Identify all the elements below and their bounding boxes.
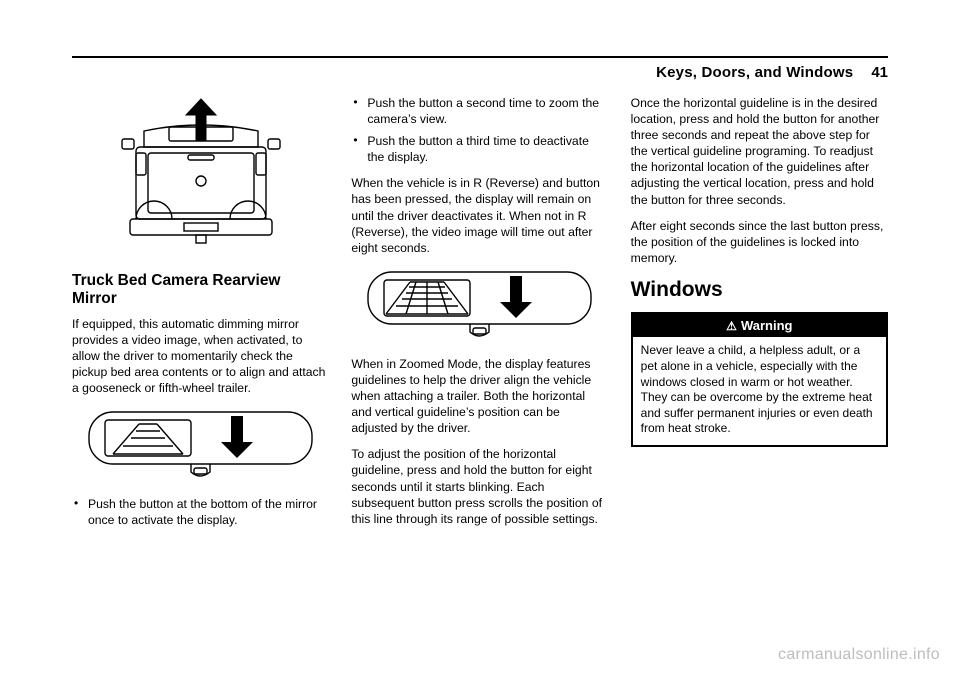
- paragraph: Once the horizontal guideline is in the …: [631, 95, 888, 208]
- windows-heading: Windows: [631, 276, 888, 304]
- warning-body: Never leave a child, a helpless adult, o…: [633, 337, 886, 445]
- paragraph: If equipped, this automatic dimming mirr…: [72, 316, 329, 396]
- watermark: carmanualsonline.info: [778, 646, 940, 664]
- bullet-list: Push the button a second time to zoom th…: [351, 95, 608, 165]
- content-columns: Truck Bed Camera Rearview Mirror If equi…: [72, 95, 888, 538]
- warning-box: ⚠ Warning Never leave a child, a helpless…: [631, 312, 888, 447]
- paragraph: When the vehicle is in R (Reverse) and b…: [351, 175, 608, 255]
- paragraph: After eight seconds since the last butto…: [631, 218, 888, 266]
- bullet-item: Push the button a third time to deactiva…: [351, 133, 608, 165]
- manual-page: Keys, Doors, and Windows 41: [0, 0, 960, 678]
- mirror-illustration-2: [362, 266, 597, 346]
- header-rule: [72, 56, 888, 58]
- warning-heading: ⚠ Warning: [633, 314, 886, 338]
- warning-label: Warning: [741, 318, 793, 333]
- paragraph: To adjust the position of the horizontal…: [351, 446, 608, 526]
- page-header: Keys, Doors, and Windows 41: [72, 64, 888, 81]
- paragraph: When in Zoomed Mode, the display feature…: [351, 356, 608, 436]
- bullet-item: Push the button at the bottom of the mir…: [72, 496, 329, 528]
- chapter-title: Keys, Doors, and Windows: [656, 64, 853, 81]
- warning-icon: ⚠: [726, 319, 737, 333]
- column-2: Push the button a second time to zoom th…: [351, 95, 608, 538]
- column-1: Truck Bed Camera Rearview Mirror If equi…: [72, 95, 329, 538]
- truck-bed-camera-heading: Truck Bed Camera Rearview Mirror: [72, 272, 329, 308]
- page-number: 41: [871, 64, 888, 81]
- bullet-item: Push the button a second time to zoom th…: [351, 95, 608, 127]
- column-3: Once the horizontal guideline is in the …: [631, 95, 888, 538]
- bullet-list: Push the button at the bottom of the mir…: [72, 496, 329, 528]
- truck-rear-illustration: [106, 95, 296, 260]
- mirror-illustration-1: [83, 406, 318, 486]
